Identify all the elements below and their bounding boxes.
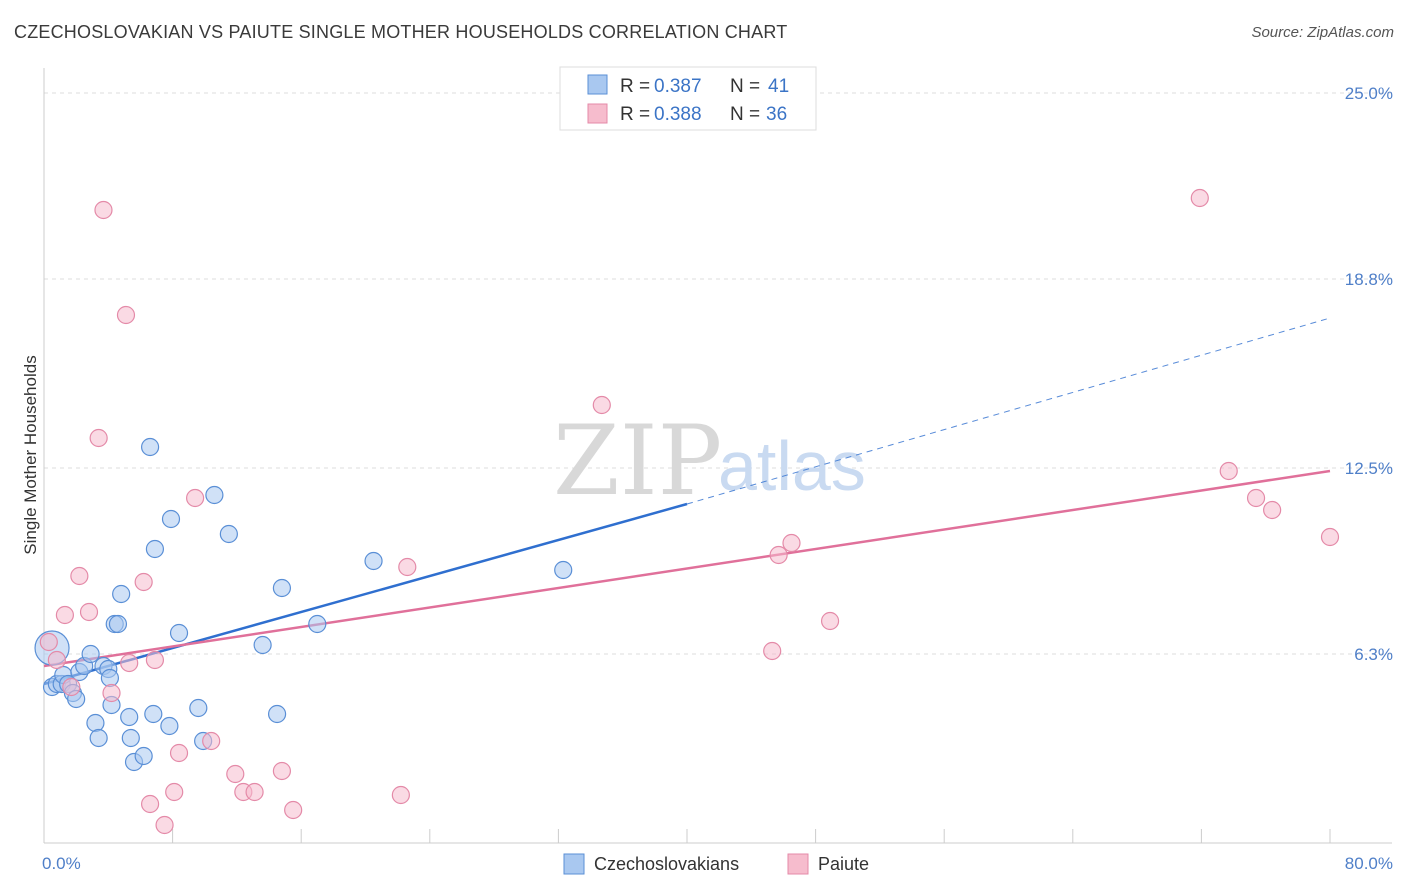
point-czech: [272, 578, 292, 598]
point-paiute: [116, 305, 136, 325]
point-paiute: [186, 488, 205, 508]
point-paiute: [79, 602, 99, 622]
watermark: ZIP atlas: [553, 405, 866, 517]
axes: [43, 68, 1392, 844]
point-czech: [169, 623, 189, 643]
data-points: [34, 188, 1340, 835]
point-paiute: [62, 677, 81, 697]
y-axis-label: Single Mother Households: [21, 355, 40, 554]
point-paiute: [89, 428, 108, 448]
x-tick-label: 0.0%: [42, 854, 81, 873]
x-tick-labels: 0.0% 80.0%: [42, 854, 1393, 873]
point-czech: [134, 746, 153, 766]
point-czech: [86, 713, 105, 733]
point-czech: [108, 614, 128, 634]
legend-box: R = 0.387 N = 41 R = 0.388 N = 36: [559, 66, 817, 131]
point-czech: [219, 524, 238, 544]
point-paiute: [592, 395, 611, 415]
y-tick-label: 12.5%: [1345, 459, 1393, 478]
point-paiute: [47, 650, 66, 670]
watermark-zip: ZIP: [553, 405, 722, 517]
point-paiute: [391, 785, 410, 805]
point-czech: [161, 509, 181, 529]
legend-swatch-paiute: [587, 103, 608, 124]
legend-r-label: R =: [620, 76, 650, 97]
bottom-legend-paiute: Paiute: [818, 854, 869, 874]
point-czech: [100, 668, 120, 688]
bottom-legend-swatch-paiute: [787, 853, 809, 875]
point-paiute: [226, 764, 245, 784]
point-paiute: [94, 200, 113, 220]
legend-n-label: N =: [730, 76, 760, 97]
y-tick-label: 18.8%: [1345, 270, 1393, 289]
point-paiute: [70, 566, 89, 586]
point-paiute: [820, 611, 840, 631]
point-paiute: [245, 782, 264, 802]
trend-line-paiute: [43, 469, 1331, 668]
y-tick-labels: 6.3% 12.5% 18.8% 25.0%: [1345, 84, 1393, 664]
point-paiute: [1190, 188, 1209, 208]
point-czech: [140, 437, 160, 457]
point-czech: [121, 728, 140, 748]
legend-swatch-czech: [587, 74, 608, 95]
point-paiute: [1246, 488, 1266, 508]
point-paiute: [134, 572, 153, 592]
legend-n-value: 36: [766, 104, 787, 125]
point-czech: [112, 584, 131, 604]
legend-r-value: 0.387: [654, 76, 702, 97]
point-paiute: [769, 545, 788, 565]
point-paiute: [155, 815, 174, 835]
watermark-atlas: atlas: [718, 427, 866, 505]
trend-line-czech: [43, 502, 688, 686]
point-czech: [205, 485, 224, 505]
point-paiute: [55, 605, 74, 625]
point-paiute: [165, 782, 184, 802]
legend-r-label: R =: [620, 104, 650, 125]
point-czech: [144, 704, 163, 724]
bottom-legend-czech: Czechoslovakians: [594, 854, 739, 874]
y-tick-label: 6.3%: [1354, 645, 1393, 664]
legend-n-label: N =: [730, 104, 760, 125]
point-paiute: [202, 731, 221, 751]
point-czech: [120, 707, 139, 727]
point-paiute: [102, 683, 121, 703]
point-paiute: [120, 653, 139, 673]
point-paiute: [39, 632, 58, 652]
chart-title: CZECHOSLOVAKIAN VS PAIUTE SINGLE MOTHER …: [14, 22, 788, 42]
trend-line-extension-czech: [686, 317, 1331, 505]
x-tick-label: 80.0%: [1345, 854, 1393, 873]
point-paiute: [1320, 527, 1340, 547]
point-czech: [554, 560, 573, 580]
source-label: Source: ZipAtlas.com: [1251, 24, 1394, 41]
legend-n-value: 41: [768, 76, 789, 97]
legend-r-value: 0.388: [654, 104, 702, 125]
point-czech: [364, 551, 383, 571]
point-paiute: [272, 761, 292, 781]
point-paiute: [398, 557, 417, 577]
point-czech: [145, 539, 165, 559]
point-czech: [81, 644, 100, 664]
point-czech: [89, 728, 108, 748]
point-paiute: [169, 743, 189, 763]
point-czech: [253, 635, 272, 655]
point-paiute: [1219, 461, 1238, 481]
point-paiute: [1263, 500, 1282, 520]
grid-lines: [44, 92, 1392, 655]
point-czech: [189, 698, 208, 718]
point-czech: [267, 704, 287, 724]
point-czech: [308, 614, 327, 634]
point-paiute: [763, 641, 782, 661]
bottom-legend-swatch-czech: [563, 853, 585, 875]
bottom-legend: Czechoslovakians Paiute: [563, 853, 869, 875]
point-paiute: [140, 794, 160, 814]
point-paiute: [145, 650, 165, 670]
y-tick-label: 25.0%: [1345, 84, 1393, 103]
point-paiute: [782, 533, 801, 553]
point-paiute: [284, 800, 303, 820]
point-czech: [160, 716, 179, 736]
